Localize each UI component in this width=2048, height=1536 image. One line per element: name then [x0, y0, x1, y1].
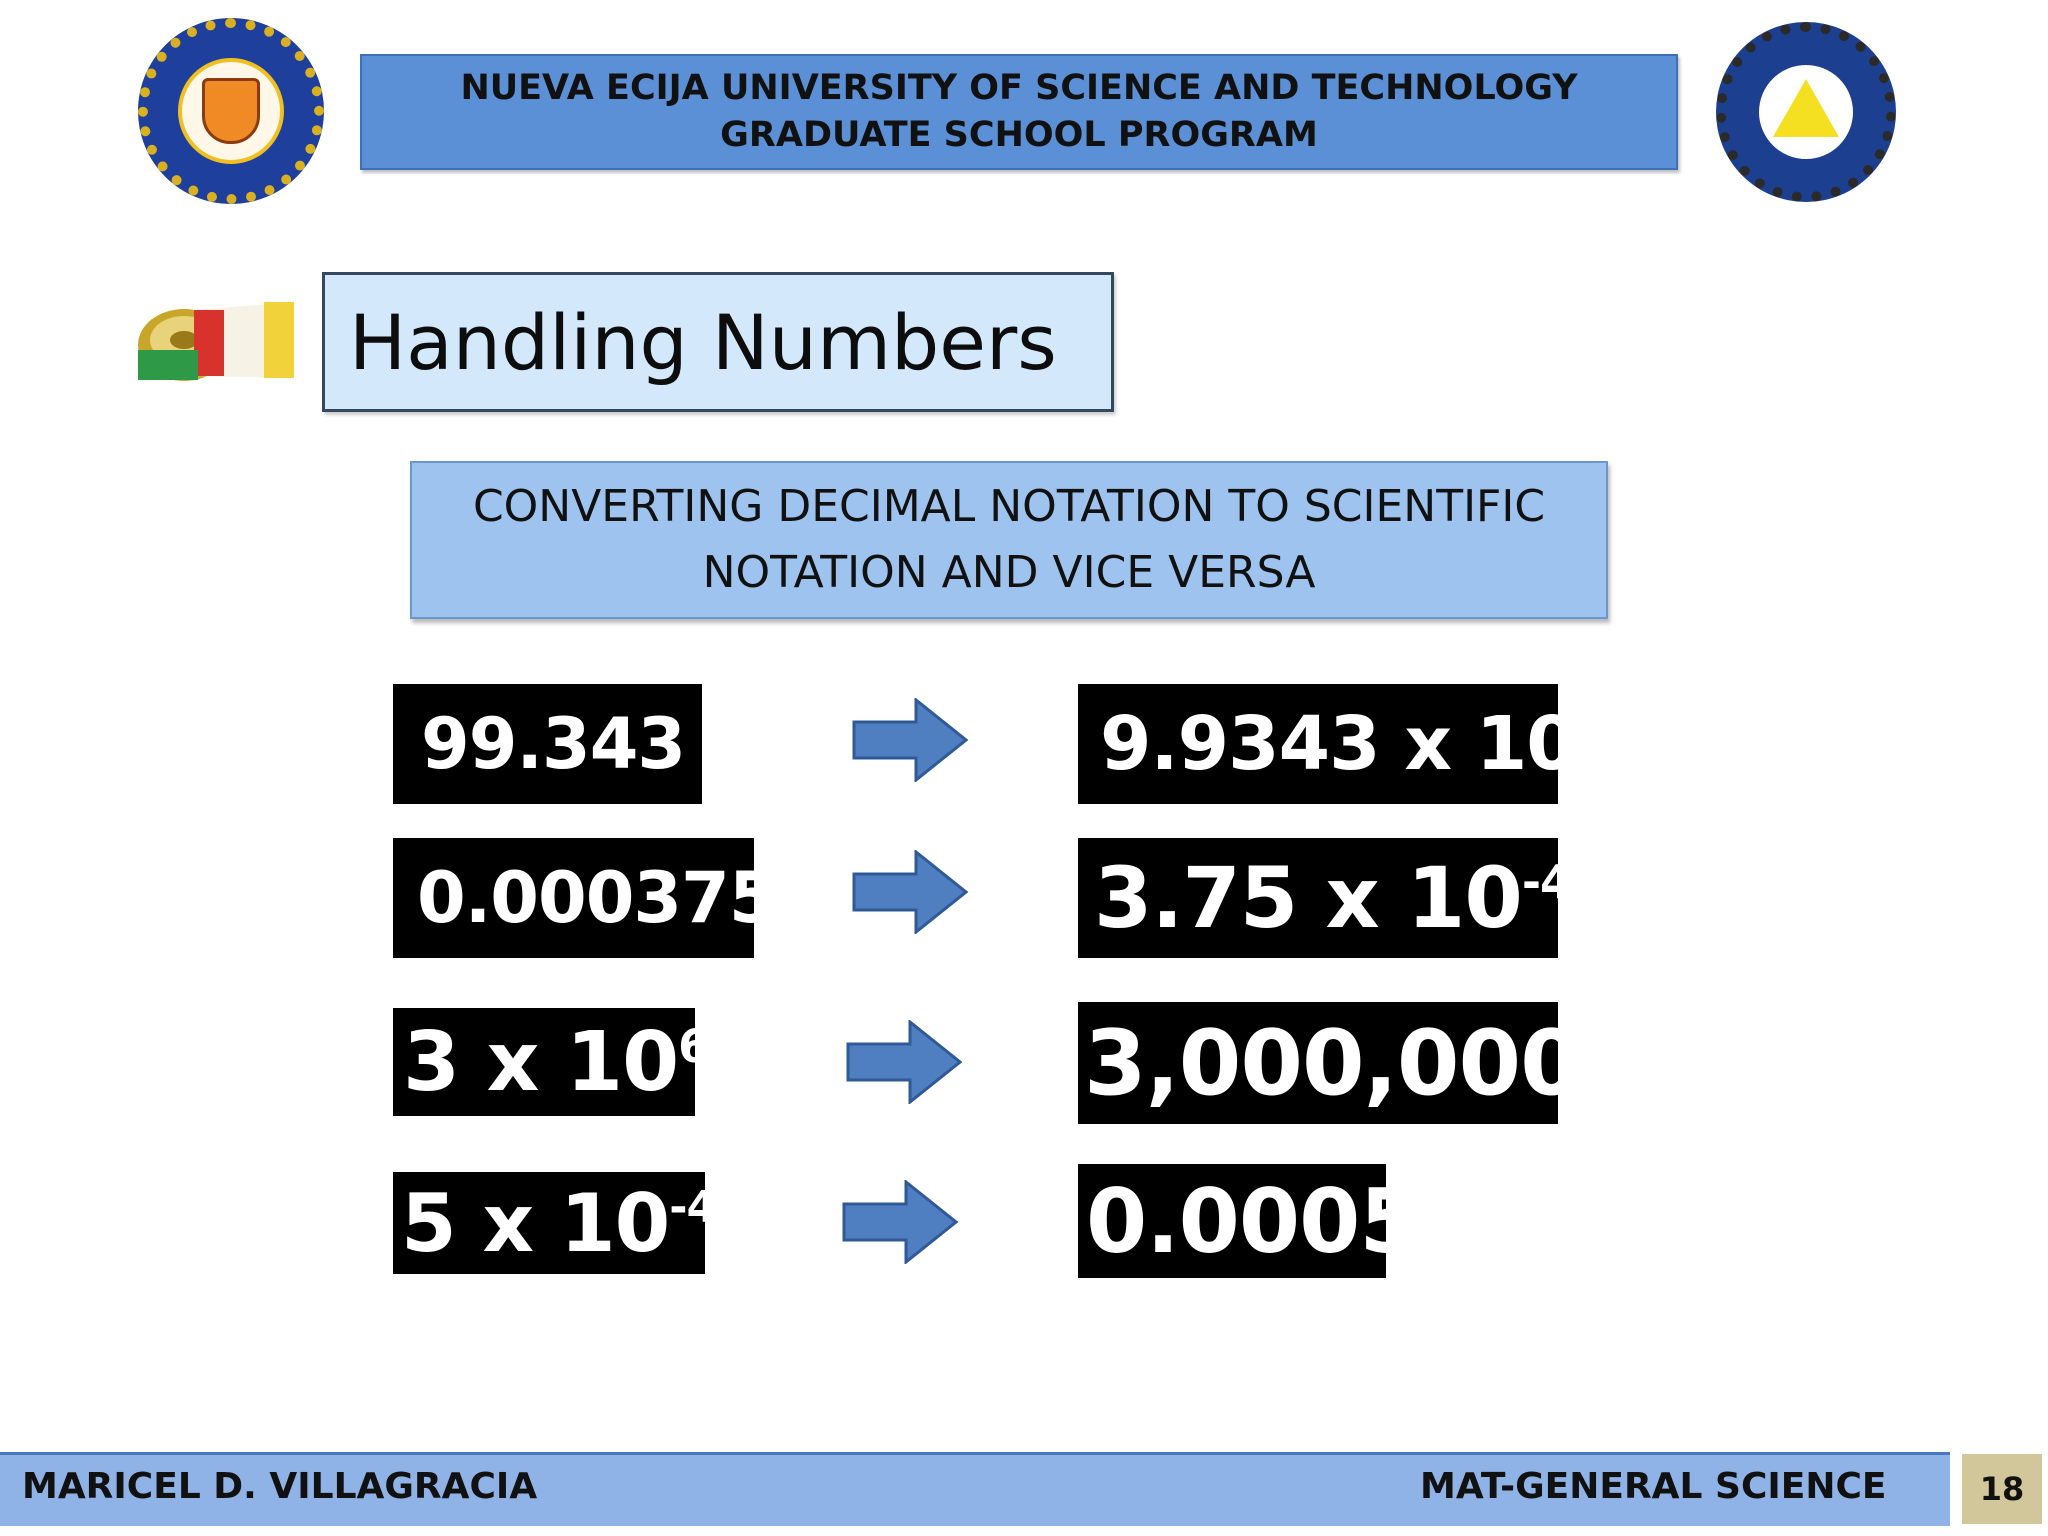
conversion-from-text: 99.343	[421, 703, 686, 785]
subtitle-line-2: NOTATION AND VICE VERSA	[702, 547, 1316, 598]
conversion-from-box: 0.000375	[393, 838, 778, 958]
conversion-to-box: 3.75 x 10 -4	[1078, 838, 1572, 958]
conversion-from-text: 0.000375	[417, 857, 778, 939]
title-box: Handling Numbers	[322, 272, 1114, 412]
header-line-1: NUEVA ECIJA UNIVERSITY OF SCIENCE AND TE…	[460, 68, 1578, 108]
conversion-from-base: 3 x 10	[403, 1014, 679, 1110]
footer-bar	[0, 1452, 1950, 1526]
conversion-to-box: 3,000,000	[1078, 1002, 1583, 1124]
measuring-tape-icon	[138, 302, 294, 381]
header-banner: NUEVA ECIJA UNIVERSITY OF SCIENCE AND TE…	[360, 54, 1678, 170]
conversion-to-exponent: 1	[1576, 705, 1605, 754]
conversion-from-box: 5 x 10 -4	[393, 1172, 717, 1274]
conversion-from-base: 5 x 10	[401, 1176, 670, 1270]
right-arrow-icon	[846, 1020, 962, 1104]
footer-author: MARICEL D. VILLAGRACIA	[22, 1466, 538, 1507]
subtitle-box: CONVERTING DECIMAL NOTATION TO SCIENTIFI…	[410, 461, 1608, 619]
page-title: Handling Numbers	[349, 297, 1057, 387]
conversion-to-text: 3,000,000	[1084, 1010, 1583, 1116]
page-number: 18	[1962, 1454, 2042, 1524]
university-seal-icon	[138, 18, 324, 204]
right-arrow-icon	[842, 1180, 958, 1264]
subtitle-line-1: CONVERTING DECIMAL NOTATION TO SCIENTIFI…	[472, 481, 1546, 532]
conversion-from-box: 3 x 10 6	[393, 1008, 710, 1116]
conversion-to-box: 0.0005	[1078, 1164, 1421, 1278]
conversion-to-box: 9.9343 x 10 1	[1078, 684, 1605, 804]
conversion-to-base: 3.75 x 10	[1094, 849, 1523, 947]
conversion-to-base: 9.9343 x 10	[1100, 701, 1578, 787]
footer-course: MAT-GENERAL SCIENCE	[1420, 1466, 1887, 1507]
header-line-2: GRADUATE SCHOOL PROGRAM	[720, 115, 1318, 155]
conversion-to-exponent: -4	[1521, 854, 1572, 909]
right-arrow-icon	[852, 698, 968, 782]
conversion-from-box: 99.343	[393, 684, 702, 804]
right-arrow-icon	[852, 850, 968, 934]
conversion-from-exponent: -4	[669, 1182, 717, 1234]
graduate-school-seal-icon	[1716, 22, 1896, 202]
conversion-to-text: 0.0005	[1086, 1169, 1421, 1273]
conversion-from-exponent: 6	[678, 1019, 709, 1073]
